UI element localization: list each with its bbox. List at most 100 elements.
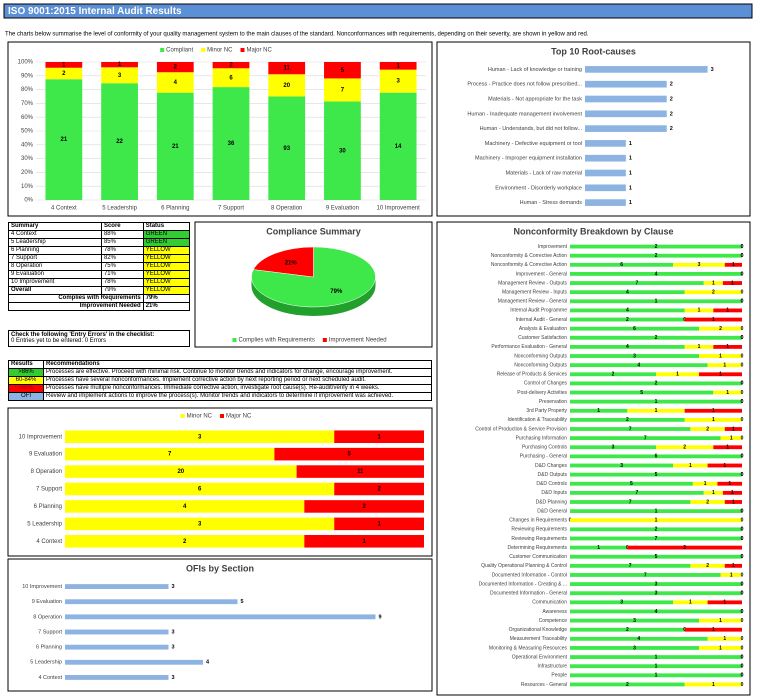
bar-segment	[692, 481, 718, 486]
bar-segment	[570, 372, 656, 377]
data-label: 7	[341, 88, 345, 94]
data-label: 1	[712, 417, 715, 423]
status: YELLOW	[142, 270, 191, 279]
data-label: 1	[629, 200, 632, 206]
data-label: 2	[655, 527, 658, 533]
entry-errors: Check the following 'Entry Errors' in th…	[8, 330, 190, 347]
section: 10 Improvement	[8, 278, 102, 287]
bar-segment	[45, 79, 83, 200]
data-label: 1	[730, 572, 733, 578]
bar-segment	[722, 490, 742, 495]
bar-segment	[570, 646, 699, 650]
data-label: 11	[284, 66, 291, 72]
data-label: 1	[731, 490, 734, 496]
bar-segment	[713, 390, 742, 395]
data-label: 1	[698, 344, 701, 350]
bar-segment	[717, 481, 742, 486]
data-label: 2	[706, 563, 709, 569]
y-tick-label: 8 Operation	[33, 614, 62, 620]
data-label: 1	[712, 627, 715, 633]
data-label: 6	[620, 262, 623, 268]
data-label: 36	[228, 141, 235, 147]
y-tick-label: 90%	[21, 73, 34, 79]
column-header: Score	[100, 222, 144, 231]
data-label: 2	[683, 545, 686, 551]
y-tick-label: Environment - Disorderly workplace	[495, 185, 582, 191]
score: 78%	[100, 278, 144, 287]
entry-errors-heading: Check the following 'Entry Errors' in th…	[11, 332, 155, 338]
y-tick-label: Analysis & Evaluation	[519, 326, 567, 332]
bar-segment	[570, 454, 742, 459]
data-label: 3	[172, 629, 175, 635]
y-tick-label: People	[551, 673, 567, 679]
y-tick-label: Awareness	[542, 609, 567, 615]
data-label: 1	[723, 362, 726, 368]
bar-segment	[570, 354, 699, 358]
header-row: Summary Score Status	[8, 222, 191, 231]
bar-segment	[703, 281, 723, 285]
bar-segment	[379, 92, 417, 200]
data-label: 1	[731, 280, 734, 286]
recommendation: Processes have several nonconformances. …	[43, 376, 432, 385]
y-tick-label: Documented Information - Creating & ...	[479, 581, 567, 587]
bar-segment	[684, 290, 742, 295]
bar-segment	[684, 308, 714, 313]
bar-segment	[156, 72, 194, 93]
result-row: <60% Processes have multiple nonconforman…	[8, 384, 432, 393]
bar-segment	[570, 436, 721, 441]
data-label: 1	[712, 317, 715, 323]
data-label: 2	[712, 290, 715, 296]
bar-segment	[570, 664, 742, 669]
data-label: 2	[706, 426, 709, 432]
bar-segment	[722, 281, 742, 285]
bar-segment	[570, 527, 742, 532]
data-label: 7	[168, 452, 172, 458]
legend-swatch	[220, 414, 224, 418]
bar	[585, 66, 708, 73]
y-tick-label: Management Review - General	[498, 299, 567, 305]
data-label: 21%	[285, 260, 298, 266]
data-label: 0	[741, 581, 744, 587]
data-label: 0	[741, 508, 744, 514]
bar-segment	[699, 326, 742, 331]
bar-segment	[324, 62, 361, 79]
data-label: 1	[726, 344, 729, 350]
data-label: 1	[62, 62, 66, 68]
data-label: 4	[183, 504, 187, 510]
bar-segment	[673, 600, 708, 605]
data-label: 0	[741, 335, 744, 341]
y-tick-label: Nonconforming Outputs	[514, 362, 567, 368]
data-label: 7	[635, 490, 638, 496]
column-header: Recommendations	[43, 360, 432, 369]
data-label: 4	[206, 660, 210, 666]
y-tick-label: Control of Production & Service Provisio…	[475, 426, 567, 432]
y-tick-label: 60%	[21, 115, 34, 121]
y-tick-label: Improvement	[538, 244, 568, 250]
data-label: 0	[741, 454, 744, 460]
bar-segment	[65, 517, 335, 531]
bar-segment	[101, 67, 138, 84]
bar-segment	[334, 430, 424, 443]
y-tick-label: 7 Support	[36, 487, 62, 493]
data-label: 11	[357, 469, 364, 475]
chart-title: OFIs by Section	[186, 563, 254, 573]
chart-title: Compliance Summary	[266, 226, 361, 236]
y-tick-label: 8 Operation	[31, 469, 62, 475]
data-label: 4	[174, 80, 178, 86]
data-label: 2	[626, 317, 629, 323]
legend-swatch	[201, 48, 206, 52]
data-label: 0	[741, 654, 744, 660]
data-label: 1	[396, 63, 400, 69]
y-tick-label: Internal Audit - General	[516, 317, 567, 323]
data-label: 1	[732, 262, 735, 268]
y-tick-label: Customer Satisfaction	[518, 335, 567, 341]
recommendation: Processes are effective. Proceed with mi…	[43, 368, 432, 377]
bar	[585, 110, 667, 118]
legend-swatch	[240, 48, 245, 52]
bar-segment	[690, 563, 725, 568]
bar-segment	[570, 244, 742, 249]
data-label: 2	[655, 335, 658, 341]
data-label: 1	[655, 399, 658, 405]
title-bar	[3, 3, 753, 19]
column-header: Results	[8, 360, 44, 369]
